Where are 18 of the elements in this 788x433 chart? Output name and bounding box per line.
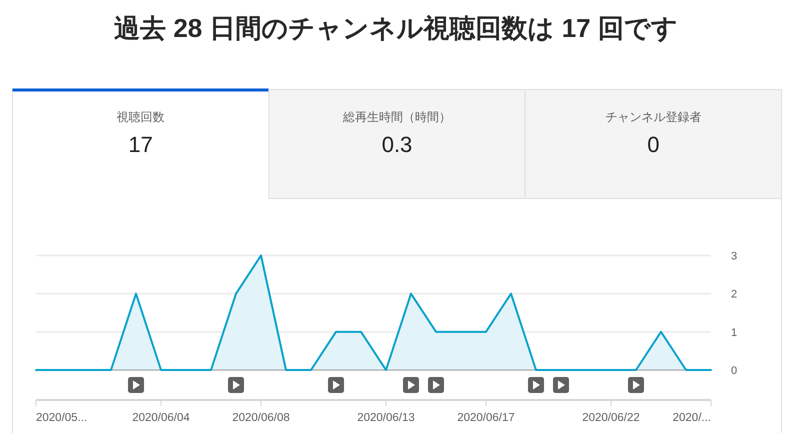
x-tick-label: 2020/06/22 <box>582 412 640 424</box>
category-label: 視聴回数 <box>116 110 165 124</box>
category-label: チャンネル登録者 <box>605 110 702 124</box>
y-tick-label: 3 <box>730 250 738 262</box>
y-tick-label: 2 <box>730 288 738 301</box>
category-label: 総再生時間（時間） <box>342 110 451 124</box>
data-label: 0 <box>647 132 660 157</box>
x-tick-label: 2020/06/08 <box>232 412 290 424</box>
x-tick-label: 2020/05... <box>36 412 88 424</box>
data-label: 17 <box>128 132 153 157</box>
x-tick-label: 2020/06/13 <box>357 412 415 424</box>
text: 過去 28 日間のチャンネル視聴回数は 17 回です <box>114 13 678 43</box>
x-tick-label: 2020/... <box>672 412 711 424</box>
x-tick-label: 2020/06/04 <box>132 412 190 424</box>
y-tick-label: 1 <box>730 326 738 339</box>
y-tick-label: 0 <box>730 365 738 377</box>
data-label: 0.3 <box>382 132 412 157</box>
x-tick-label: 2020/06/17 <box>457 412 515 424</box>
